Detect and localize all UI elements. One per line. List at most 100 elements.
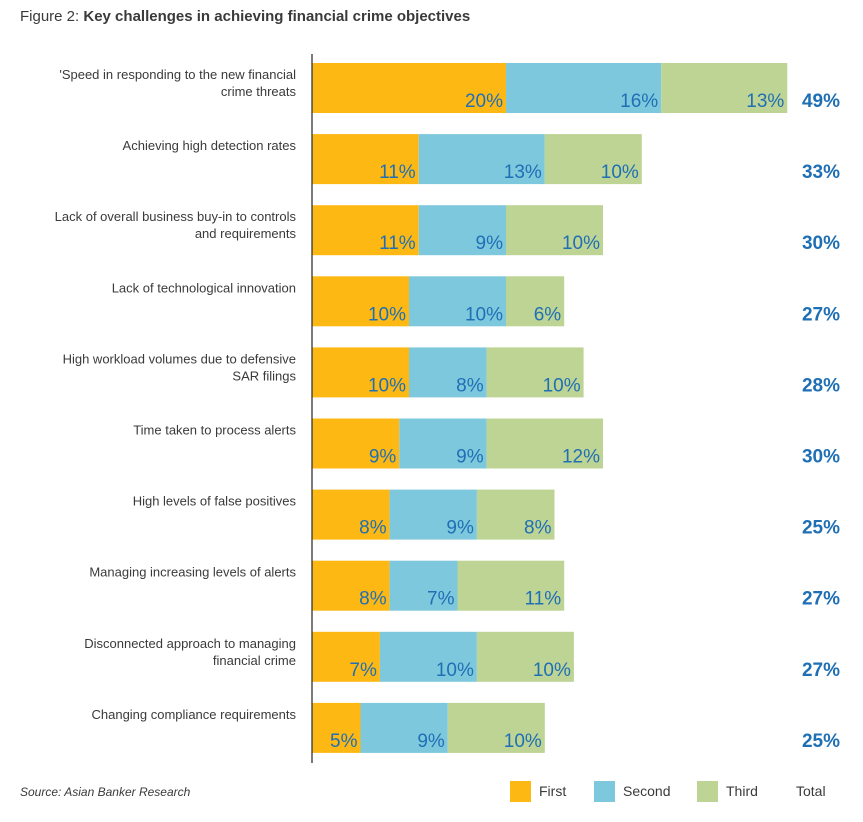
data-label-first: 9% <box>369 447 397 468</box>
bar-first <box>312 560 390 611</box>
data-label-second: 7% <box>427 589 455 610</box>
figure-title: Figure 2: Key challenges in achieving fi… <box>20 8 470 25</box>
data-label-third: 8% <box>524 518 552 539</box>
bar-third <box>457 560 565 611</box>
bar-third <box>506 276 565 327</box>
total-value: 27% <box>802 589 840 610</box>
bar-first <box>312 702 361 753</box>
bar-first <box>312 418 400 469</box>
bar-second <box>506 63 662 113</box>
data-label-third: 11% <box>525 589 562 610</box>
category-label-line: High workload volumes due to defensive <box>63 351 296 366</box>
legend-item-second: Second <box>594 779 670 803</box>
data-label-second: 10% <box>465 304 503 325</box>
bar-second <box>399 418 487 469</box>
category-label: Disconnected approach to managing financi… <box>84 636 296 668</box>
legend-swatch-second <box>594 780 615 802</box>
data-label-first: 10% <box>368 375 406 396</box>
category-label-line: 'Speed in responding to the new financia… <box>59 67 296 82</box>
category-label: Lack of technological innovation <box>112 280 296 295</box>
bar-second <box>389 560 458 611</box>
category-label-line: High levels of false positives <box>133 494 297 509</box>
bar-second <box>409 347 487 398</box>
category-label: High levels of false positives <box>133 494 297 509</box>
bar-second <box>418 205 506 256</box>
bar-third <box>661 63 788 113</box>
data-label-third: 10% <box>504 731 542 752</box>
source-note: Source: Asian Banker Research <box>20 785 191 799</box>
bar-second <box>409 276 506 327</box>
bar-first <box>312 347 409 398</box>
bar-second <box>418 134 545 185</box>
total-value: 27% <box>802 304 840 325</box>
bar-second <box>360 702 448 753</box>
figure-title-bold: Key challenges in achieving financial cr… <box>83 8 471 25</box>
category-label-line: crime threats <box>221 84 297 99</box>
legend-swatch-third <box>697 780 718 802</box>
legend-item-third: Third <box>697 779 758 803</box>
bar-third <box>506 205 603 256</box>
data-label-second: 8% <box>456 375 484 396</box>
bar-third <box>544 134 642 185</box>
data-label-first: 8% <box>359 518 387 539</box>
data-label-third: 10% <box>533 660 571 681</box>
category-label: 'Speed in responding to the new financia… <box>59 67 296 99</box>
figure-prefix: Figure 2: <box>20 8 84 25</box>
total-value: 33% <box>802 162 840 183</box>
bar-third <box>447 702 545 753</box>
category-label: Time taken to process alerts <box>133 423 296 438</box>
data-label-first: 8% <box>359 589 387 610</box>
total-value: 28% <box>802 375 840 396</box>
data-label-second: 13% <box>504 162 542 183</box>
data-label-second: 9% <box>417 731 445 752</box>
legend-swatch-first <box>510 780 531 802</box>
data-label-second: 9% <box>476 233 504 254</box>
category-label-line: Achieving high detection rates <box>123 138 297 153</box>
category-label: Changing compliance requirements <box>91 707 296 722</box>
data-label-first: 11% <box>379 162 416 183</box>
data-label-first: 10% <box>368 304 406 325</box>
total-value: 25% <box>802 731 840 752</box>
bar-third <box>476 489 555 540</box>
legend-item-first: First <box>510 779 566 803</box>
category-label-line: and requirements <box>195 226 297 241</box>
data-label-third: 10% <box>562 233 600 254</box>
bar-first <box>312 205 419 256</box>
bar-first <box>312 134 419 185</box>
total-value: 49% <box>802 91 840 112</box>
bar-first <box>312 631 380 682</box>
data-label-second: 10% <box>436 660 474 681</box>
category-label-line: Lack of overall business buy-in to contr… <box>55 209 297 224</box>
category-label: Lack of overall business buy-in to contr… <box>55 209 297 241</box>
bar-first <box>312 489 390 540</box>
data-label-third: 13% <box>746 91 784 112</box>
category-label: Achieving high detection rates <box>123 138 297 153</box>
data-label-second: 16% <box>620 91 658 112</box>
category-label-line: Lack of technological innovation <box>112 280 296 295</box>
category-label-line: SAR filings <box>232 368 296 383</box>
category-label: Managing increasing levels of alerts <box>89 565 296 580</box>
category-label-line: Disconnected approach to managing <box>84 636 296 651</box>
stacked-bar-chart: 'Speed in responding to the new financia… <box>55 54 840 763</box>
legend-label-first: First <box>539 783 567 799</box>
legend-label-second: Second <box>623 783 671 799</box>
data-label-third: 6% <box>534 304 562 325</box>
bar-first <box>312 63 506 113</box>
data-label-third: 10% <box>543 375 581 396</box>
data-label-first: 11% <box>379 233 416 254</box>
category-label-line: Changing compliance requirements <box>91 707 296 722</box>
total-value: 30% <box>802 447 840 468</box>
data-label-third: 12% <box>562 447 600 468</box>
data-label-third: 10% <box>601 162 639 183</box>
category-label-line: financial crime <box>213 653 296 668</box>
total-value: 25% <box>802 518 840 539</box>
legend-label-third: Third <box>726 783 758 799</box>
category-label-line: Time taken to process alerts <box>133 423 296 438</box>
data-label-first: 7% <box>349 660 377 681</box>
bar-third <box>476 631 574 682</box>
data-label-second: 9% <box>446 518 474 539</box>
bar-third <box>486 347 584 398</box>
data-label-first: 20% <box>465 91 503 112</box>
data-label-second: 9% <box>456 447 484 468</box>
category-label: High workload volumes due to defensive SA… <box>63 351 297 383</box>
